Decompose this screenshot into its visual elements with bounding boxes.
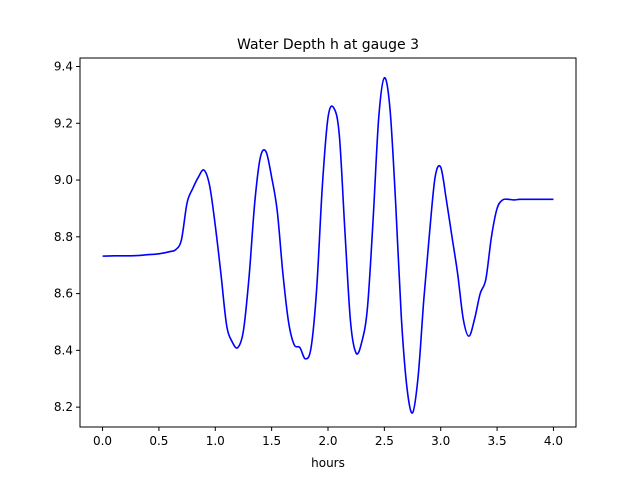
x-tick-label: 2.0: [318, 434, 337, 448]
x-tick-label: 2.5: [375, 434, 394, 448]
y-tick-label: 8.8: [54, 230, 73, 244]
series-layer: [102, 77, 554, 414]
y-tick-label: 9.2: [54, 116, 73, 130]
y-tick-label: 9.0: [54, 173, 73, 187]
x-tick-label: 4.0: [544, 434, 563, 448]
y-tick-label: 9.4: [54, 60, 73, 74]
x-tick-label: 1.0: [206, 434, 225, 448]
chart-title: Water Depth h at gauge 3: [237, 37, 419, 53]
y-tick-label: 8.6: [54, 287, 73, 301]
x-tick-label: 0.0: [93, 434, 112, 448]
x-tick-label: 3.5: [488, 434, 507, 448]
y-tick-label: 8.2: [54, 400, 73, 414]
x-axis-label: hours: [311, 456, 345, 470]
x-tick-label: 1.5: [262, 434, 281, 448]
x-tick-label: 3.0: [431, 434, 450, 448]
x-tick-label: 0.5: [149, 434, 168, 448]
y-axis-ticks: 8.2 8.4 8.6 8.8 9.0 9.2 9.4: [54, 60, 80, 414]
series-line: [102, 77, 554, 414]
x-axis-ticks: 0.0 0.5 1.0 1.5 2.0 2.5 3.0 3.5 4.0: [93, 427, 563, 448]
y-tick-label: 8.4: [54, 343, 73, 357]
